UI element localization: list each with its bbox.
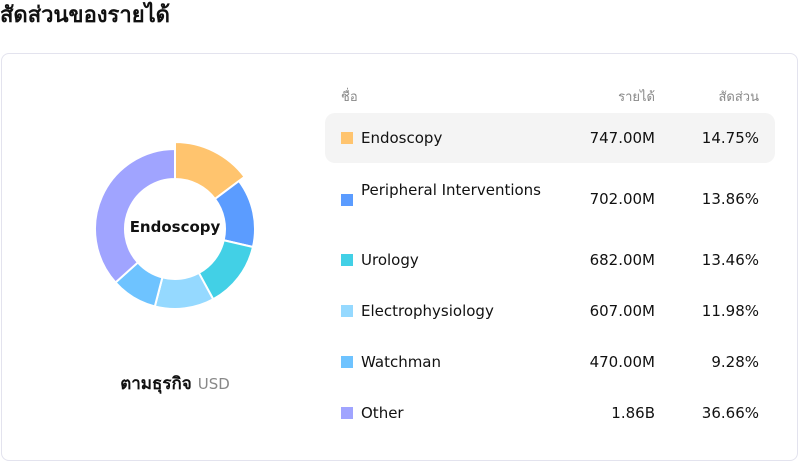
legend-swatch: [341, 132, 353, 144]
header-share: สัดส่วน: [718, 90, 760, 105]
row-revenue: 682.00M: [589, 251, 655, 269]
row-share: 13.46%: [701, 251, 759, 269]
table-row[interactable]: Urology 682.00M 13.46%: [325, 235, 775, 285]
row-name: Other: [361, 404, 404, 422]
row-name: Endoscopy: [361, 129, 443, 147]
row-name: Watchman: [361, 353, 442, 371]
table-row[interactable]: Electrophysiology 607.00M 11.98%: [325, 286, 775, 336]
revenue-share-card: [1, 53, 798, 461]
donut-slice-other[interactable]: [94, 147, 176, 284]
legend-swatch: [341, 356, 353, 368]
table-row[interactable]: Endoscopy 747.00M 14.75%: [325, 113, 775, 163]
table-row[interactable]: Other 1.86B 36.66%: [325, 388, 775, 438]
legend-swatch: [341, 194, 353, 206]
page-title: สัดส่วนของรายได้: [0, 3, 170, 28]
row-share: 14.75%: [701, 129, 759, 147]
header-revenue: รายได้: [618, 90, 655, 105]
row-share: 11.98%: [701, 302, 759, 320]
legend-swatch: [341, 254, 353, 266]
row-revenue: 607.00M: [589, 302, 655, 320]
row-name: Peripheral Interventions: [361, 181, 541, 199]
row-name: Urology: [361, 251, 419, 269]
row-revenue: 702.00M: [589, 190, 655, 208]
group-selector[interactable]: ตามธุรกิจ USD: [0, 370, 350, 397]
row-revenue: 1.86B: [611, 404, 655, 422]
header-name: ชื่อ: [341, 90, 358, 105]
row-share: 36.66%: [701, 404, 759, 422]
row-name: Electrophysiology: [361, 302, 494, 320]
row-share: 9.28%: [711, 353, 759, 371]
table-row[interactable]: Peripheral Interventions 702.00M 13.86%: [325, 174, 775, 224]
currency-label: USD: [197, 375, 230, 393]
row-share: 13.86%: [701, 190, 759, 208]
donut-chart: [94, 140, 256, 310]
donut-slice-endoscopy[interactable]: [174, 140, 246, 201]
row-revenue: 747.00M: [589, 129, 655, 147]
group-label: ตามธุรกิจ: [120, 374, 192, 394]
legend-swatch: [341, 407, 353, 419]
legend-swatch: [341, 305, 353, 317]
donut-center-label: Endoscopy: [129, 218, 221, 236]
row-revenue: 470.00M: [589, 353, 655, 371]
table-row[interactable]: Watchman 470.00M 9.28%: [325, 337, 775, 387]
